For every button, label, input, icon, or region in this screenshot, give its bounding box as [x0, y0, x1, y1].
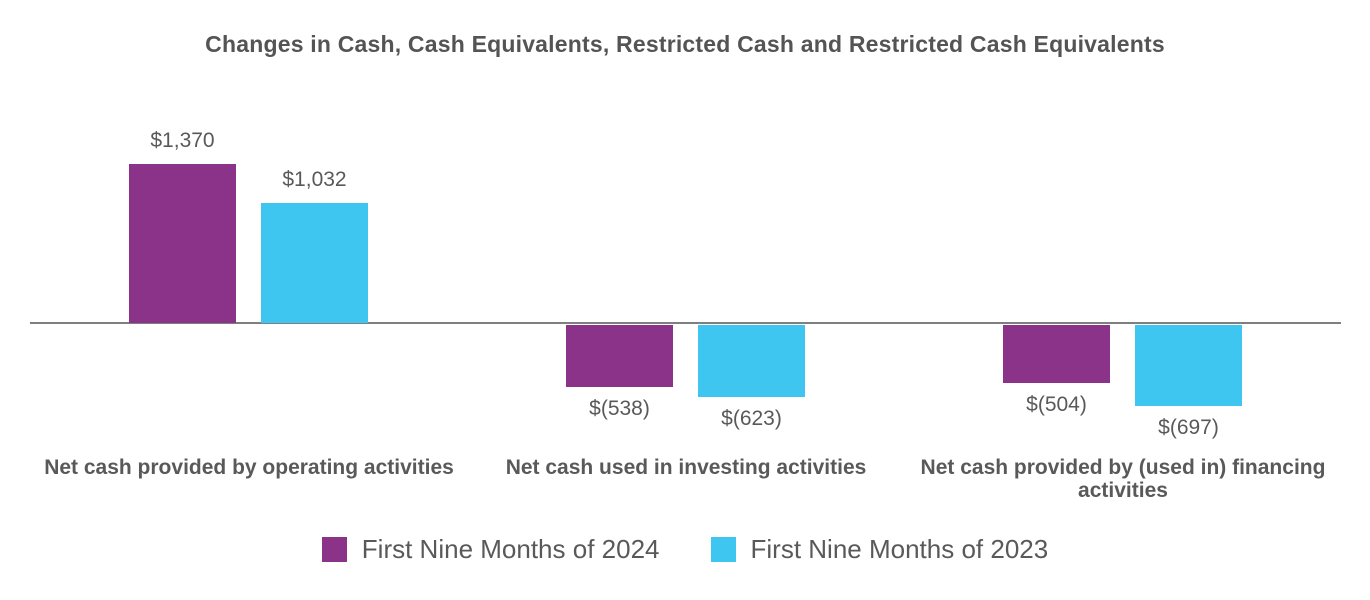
bar-series0-cat2 [1003, 325, 1110, 383]
bar-value-label: $(504) [1026, 393, 1087, 416]
legend-label-2023: First Nine Months of 2023 [750, 534, 1049, 564]
bar-series1-cat2 [1135, 325, 1242, 406]
legend-swatch-2024-icon [321, 537, 347, 562]
bar-value-label: $1,370 [150, 129, 215, 152]
chart-title: Changes in Cash, Cash Equivalents, Restr… [205, 31, 1165, 57]
legend-label-2024: First Nine Months of 2024 [361, 534, 660, 564]
category-label-investing: Net cash used in investing activities [505, 456, 867, 479]
category-label-financing: Net cash provided by (used in) financing… [920, 456, 1326, 502]
x-axis-baseline [30, 322, 1341, 324]
bar-value-label: $1,032 [282, 168, 347, 191]
bar-series1-cat1 [698, 325, 805, 397]
bar-series1-cat0 [261, 203, 368, 323]
bar-series0-cat0 [129, 164, 236, 323]
bar-value-label: $(538) [589, 397, 650, 420]
legend-item-2024: First Nine Months of 2024 [321, 534, 660, 565]
category-label-operating: Net cash provided by operating activitie… [44, 456, 454, 479]
bar-value-label: $(623) [721, 407, 782, 430]
legend: First Nine Months of 2024 First Nine Mon… [0, 534, 1370, 565]
bar-value-label: $(697) [1158, 416, 1219, 439]
legend-item-2023: First Nine Months of 2023 [710, 534, 1049, 565]
bar-series0-cat1 [566, 325, 673, 387]
legend-swatch-2023-icon [710, 537, 736, 562]
